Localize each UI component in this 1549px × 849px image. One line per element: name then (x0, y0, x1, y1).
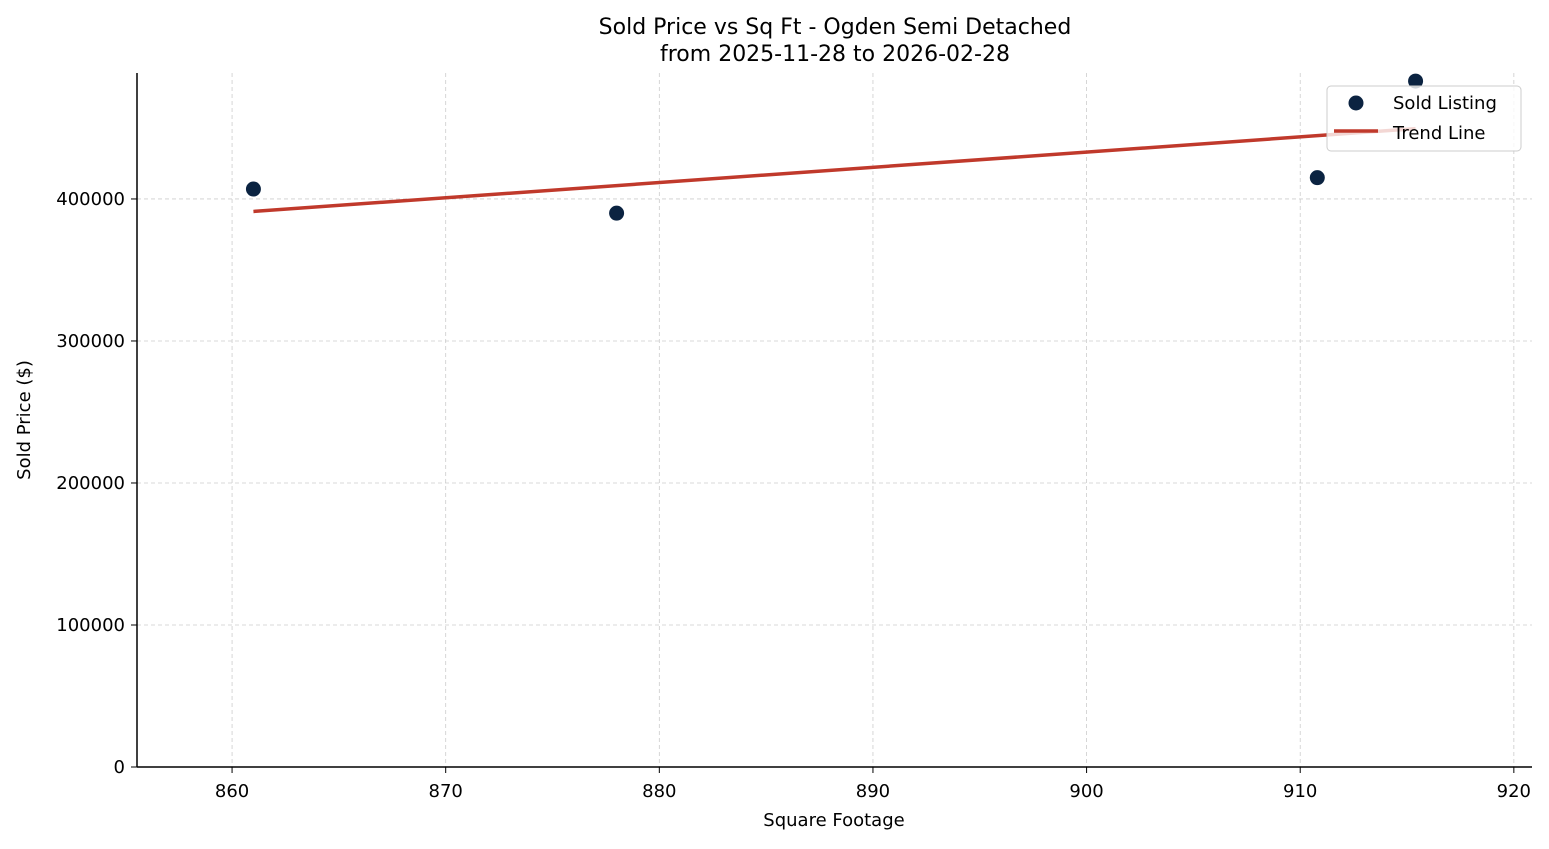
scatter-point (1408, 73, 1424, 89)
chart-title: Sold Price vs Sq Ft - Ogden Semi Detache… (599, 15, 1072, 40)
trend-line (253, 126, 1416, 214)
x-tick-label: 910 (1283, 781, 1317, 802)
x-tick-label: 880 (642, 781, 676, 802)
x-tick-label: 900 (1069, 781, 1103, 802)
scatter-point (1309, 170, 1325, 186)
y-tick-label: 0 (114, 757, 125, 778)
y-tick-label: 100000 (56, 615, 125, 636)
x-tick-label: 870 (429, 781, 463, 802)
x-tick-label: 890 (856, 781, 890, 802)
legend-label-trend-line: Trend Line (1392, 123, 1486, 144)
ticks: 860 870 880 890 900 910 920 0 100000 200000 300000… (56, 189, 1531, 802)
scatter-point (609, 205, 625, 221)
x-tick-label: 860 (215, 781, 249, 802)
marks (245, 73, 1424, 221)
legend: Sold Listing Trend Line (1326, 85, 1522, 152)
y-tick-label: 400000 (56, 189, 125, 210)
legend-scatter-marker (1348, 95, 1364, 111)
y-axis-label: Sold Price ($) (14, 360, 35, 480)
chart-subtitle: from 2025-11-28 to 2026-02-28 (660, 42, 1010, 67)
scatter-point (245, 181, 261, 197)
x-tick-label: 920 (1497, 781, 1531, 802)
legend-label-sold-listing: Sold Listing (1393, 93, 1497, 114)
y-tick-label: 300000 (56, 331, 125, 352)
x-axis-label: Square Footage (763, 810, 904, 831)
y-tick-label: 200000 (56, 473, 125, 494)
